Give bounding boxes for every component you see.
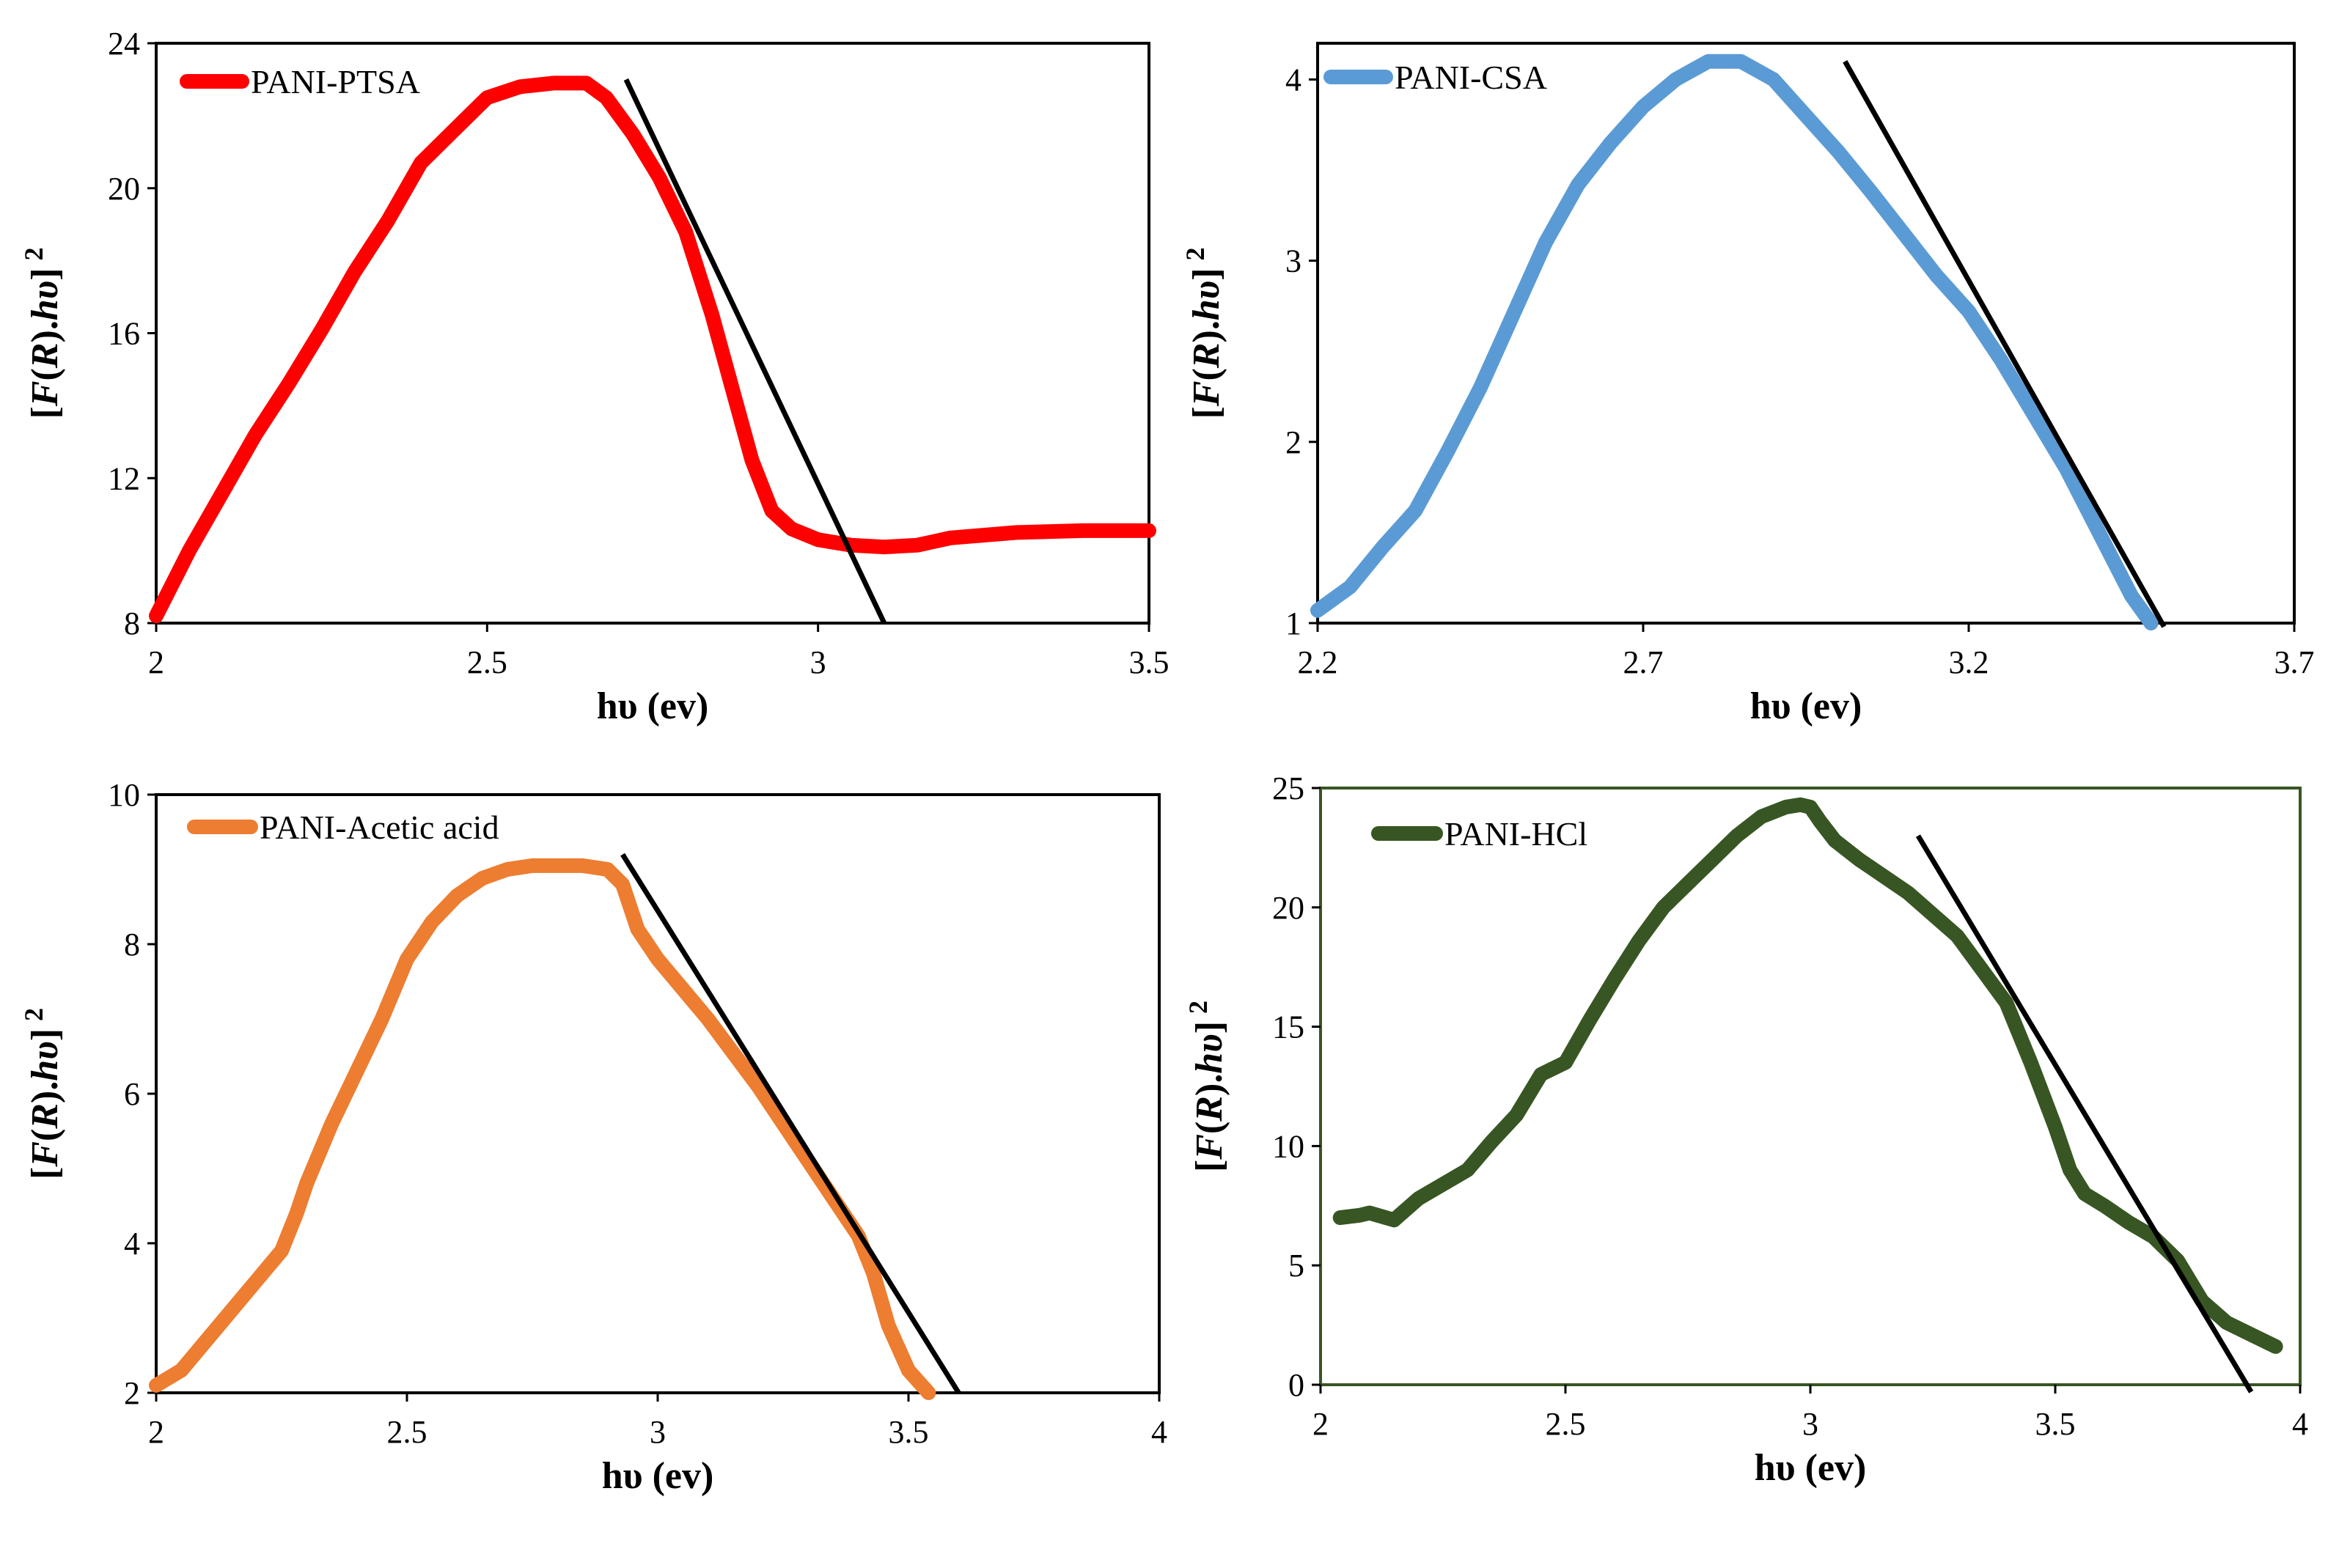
x-tick-label: 3.5 <box>2035 1406 2076 1442</box>
y-tick-label: 3 <box>1285 243 1301 279</box>
y-axis-label-part: ] <box>1186 268 1227 280</box>
y-axis-label-part: hυ <box>1186 281 1227 320</box>
y-axis-label: [F(R).hυ] 2 <box>19 247 66 419</box>
y-axis-label-part: [ <box>24 1167 66 1179</box>
tangent-line <box>1915 834 2254 1394</box>
y-axis-label-part: R <box>1186 343 1227 369</box>
y-axis-label-part: hυ <box>1189 1034 1230 1073</box>
y-axis-label-part: ). <box>1186 320 1227 342</box>
x-tick-label: 4 <box>2292 1406 2308 1442</box>
y-axis-label-part: ] <box>24 268 66 280</box>
y-axis-label-part: ( <box>24 1129 66 1141</box>
y-axis-label-part: 2 <box>1183 1001 1213 1014</box>
plot-frame <box>1319 787 2302 1386</box>
y-tick-label: 5 <box>1288 1248 1304 1284</box>
y-tick-label: 10 <box>108 777 140 813</box>
tangent-line <box>1843 59 2167 628</box>
chart-2: 1 2 3 4 2.2 2.7 3.2 3.7 hυ (ev) [F(R).hυ] 2 PANI-CS… <box>1180 42 2315 727</box>
y-tick-label: 24 <box>108 26 140 62</box>
x-axis-label: hυ (ev) <box>602 1455 714 1497</box>
y-axis-label-part: ] <box>24 1028 66 1041</box>
y-axis-label-part: ( <box>24 368 66 380</box>
x-tick-label: 2.2 <box>1298 644 1338 680</box>
y-tick-label: 2 <box>1285 424 1301 460</box>
series-line <box>149 858 936 1400</box>
legend-label: PANI-Acetic acid <box>260 809 499 846</box>
x-tick-label: 3 <box>1802 1406 1818 1442</box>
y-axis-label-part: ( <box>1186 368 1227 380</box>
y-axis-label-part: F <box>1186 381 1227 408</box>
y-tick-label: 12 <box>108 460 140 496</box>
y-tick-label: 20 <box>108 171 140 207</box>
y-axis-label: [F(R).hυ] 2 <box>1183 1001 1230 1172</box>
legend-label: PANI-CSA <box>1395 59 1547 96</box>
y-tick-label: 2 <box>124 1375 140 1411</box>
y-axis-label-part: 2 <box>19 247 48 260</box>
tangent-line <box>620 853 961 1394</box>
y-axis-label-part: R <box>1189 1096 1230 1122</box>
chart-3: 2 4 6 8 10 2 2.5 3 3.5 4 hυ (ev) [F(R).hυ] 2 PANI-Ace… <box>19 777 1167 1497</box>
x-tick-label: 2.5 <box>387 1414 427 1450</box>
x-tick-label: 2 <box>148 1414 164 1450</box>
y-tick-label: 4 <box>1285 62 1301 97</box>
plot-frame <box>155 793 1161 1394</box>
x-tick-label: 2.7 <box>1623 644 1664 680</box>
y-axis-label: [F(R).hυ] 2 <box>1180 247 1227 419</box>
series-line <box>149 76 1156 624</box>
y-axis-label-part: [ <box>1189 1160 1230 1172</box>
y-axis-label-part: ). <box>24 320 66 342</box>
x-tick-label: 4 <box>1151 1414 1167 1450</box>
chart-4: 0 5 10 15 20 25 2 2.5 3 3.5 4 hυ (ev) [F(R).hυ] 2 PANI… <box>1183 770 2308 1489</box>
y-tick-label: 8 <box>124 606 140 641</box>
y-tick-label: 25 <box>1272 770 1304 806</box>
y-axis-label-part: F <box>24 1141 66 1168</box>
y-axis-label-part: hυ <box>24 281 66 320</box>
x-tick-label: 2 <box>1312 1406 1329 1442</box>
y-axis-label-part: [ <box>1186 406 1227 419</box>
legend-label: PANI-HCl <box>1444 815 1587 853</box>
chart-1: 8 12 16 20 24 2 2.5 3 3.5 hυ (ev) [F(R).hυ] 2 PANI-P… <box>19 26 1169 727</box>
y-tick-label: 16 <box>108 316 140 352</box>
x-tick-label: 3 <box>810 644 826 680</box>
y-axis-label-part: R <box>24 343 66 369</box>
y-axis-label-part: [ <box>24 406 66 419</box>
y-axis-label-part: ). <box>24 1081 66 1103</box>
y-axis-label: [F(R).hυ] 2 <box>19 1008 66 1179</box>
x-tick-label: 2.5 <box>467 644 507 680</box>
legend-label: PANI-PTSA <box>251 63 420 100</box>
x-tick-label: 3.5 <box>889 1414 929 1450</box>
x-tick-label: 2.5 <box>1546 1406 1586 1442</box>
y-axis-label-part: hυ <box>24 1041 66 1081</box>
x-axis-label: hυ (ev) <box>597 685 709 727</box>
y-tick-label: 1 <box>1285 606 1301 641</box>
y-axis-label-part: ( <box>1189 1122 1230 1134</box>
series-line <box>1332 797 2283 1354</box>
y-tick-label: 4 <box>124 1226 140 1262</box>
y-axis-label-part: ] <box>1189 1021 1230 1034</box>
y-axis-label-part: F <box>1189 1134 1230 1160</box>
series-line <box>1310 54 2159 630</box>
y-axis-label-part: ). <box>1189 1074 1230 1096</box>
x-tick-label: 3.5 <box>1129 644 1169 680</box>
x-axis-label: hυ (ev) <box>1755 1447 1867 1489</box>
x-tick-label: 3.7 <box>2274 644 2315 680</box>
plot-frame <box>1316 42 2296 625</box>
y-axis-label-part: F <box>24 381 66 408</box>
x-tick-label: 3.2 <box>1949 644 1989 680</box>
y-axis-label-part: 2 <box>19 1008 48 1021</box>
x-axis-label: hυ (ev) <box>1750 685 1862 727</box>
y-tick-label: 20 <box>1272 890 1304 926</box>
y-tick-label: 6 <box>124 1076 140 1112</box>
tangent-line <box>623 78 887 625</box>
y-tick-label: 10 <box>1272 1128 1304 1164</box>
x-tick-label: 2 <box>148 644 164 680</box>
y-axis-label-part: 2 <box>1180 247 1210 260</box>
x-tick-label: 3 <box>650 1414 666 1450</box>
y-tick-label: 0 <box>1288 1367 1304 1403</box>
y-tick-label: 8 <box>124 927 140 962</box>
y-axis-label-part: R <box>24 1103 66 1130</box>
y-tick-label: 15 <box>1272 1009 1304 1045</box>
